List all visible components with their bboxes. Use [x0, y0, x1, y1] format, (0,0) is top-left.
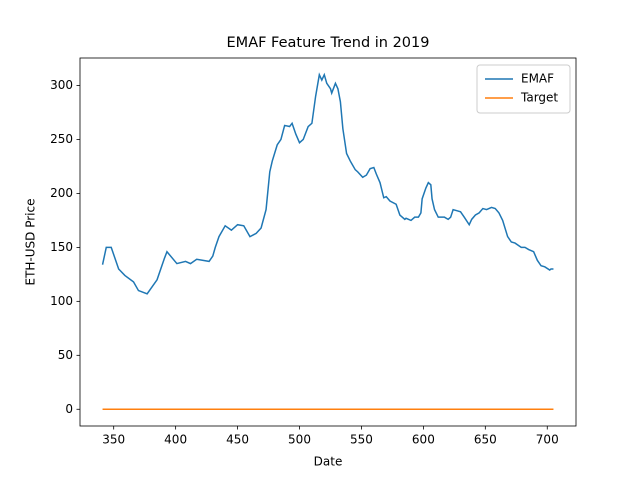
legend-label: Target	[520, 91, 558, 105]
x-tick-label: 450	[226, 433, 249, 447]
x-tick-label: 650	[474, 433, 497, 447]
y-tick-label: 50	[58, 348, 73, 362]
x-tick-label: 700	[536, 433, 559, 447]
y-tick-label: 0	[65, 402, 73, 416]
legend-box	[476, 64, 571, 114]
x-tick-label: 550	[350, 433, 373, 447]
y-tick-label: 100	[50, 294, 73, 308]
y-tick-label: 300	[50, 78, 73, 92]
y-tick-label: 150	[50, 240, 73, 254]
x-tick-label: 600	[412, 433, 435, 447]
x-axis-label: Date	[314, 455, 343, 469]
x-tick-label: 400	[164, 433, 187, 447]
data-line	[101, 72, 554, 295]
chart-title: EMAF Feature Trend in 2019	[227, 35, 430, 51]
x-tick-label: 350	[102, 433, 125, 447]
y-axis-label: ETH-USD Price	[24, 199, 38, 286]
legend: EMAF Target	[476, 64, 571, 114]
legend-label: EMAF	[521, 72, 554, 86]
plot-frame	[79, 57, 577, 427]
y-tick-label: 200	[50, 186, 73, 200]
x-tick-label: 500	[288, 433, 311, 447]
y-tick-label: 250	[50, 132, 73, 146]
